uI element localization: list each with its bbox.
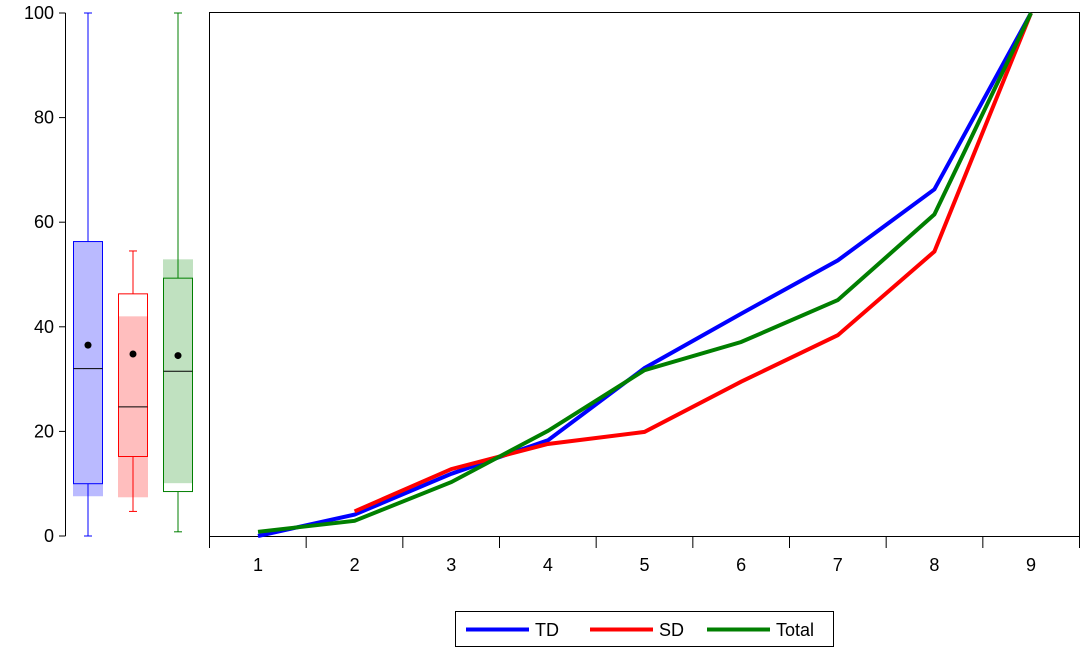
box-plot-axis: 0 20 40 60 80 100 [24,3,66,546]
box-y-tick-label: 100 [24,3,54,23]
box-td [73,12,103,537]
line-plot-series [257,12,1033,538]
series-line-sd [353,12,1033,514]
box-iqr [163,277,193,493]
series-line-total [257,12,1033,534]
box-plot-group [73,12,193,537]
x-tick-label: 7 [833,555,843,575]
line-plot-x-axis: 1 2 3 4 5 6 7 8 9 [209,536,1080,575]
line-plot-frame [209,12,1080,537]
box-y-tick-label: 0 [44,526,54,546]
box-y-tick-label: 60 [34,212,54,232]
box-y-tick-label: 40 [34,317,54,337]
x-tick-label: 2 [350,555,360,575]
box-mean-dot [129,350,137,358]
box-total [163,12,193,533]
box-mean-dot [84,341,92,349]
series-line-td [257,12,1033,538]
legend: TD SD Total [455,611,834,647]
box-iqr [118,293,148,458]
x-tick-label: 6 [736,555,746,575]
box-y-tick-label: 80 [34,108,54,128]
x-tick-label: 1 [253,555,263,575]
x-tick-label: 9 [1026,555,1036,575]
x-tick-label: 3 [446,555,456,575]
legend-label-sd: SD [659,620,684,640]
box-mean-dot [174,352,182,360]
box-y-tick-label: 20 [34,421,54,441]
x-tick-label: 4 [543,555,553,575]
box-iqr [73,241,103,485]
legend-label-total: Total [776,620,814,640]
legend-label-td: TD [535,620,559,640]
box-sd [118,250,148,512]
x-tick-label: 5 [639,555,649,575]
x-tick-label: 8 [929,555,939,575]
